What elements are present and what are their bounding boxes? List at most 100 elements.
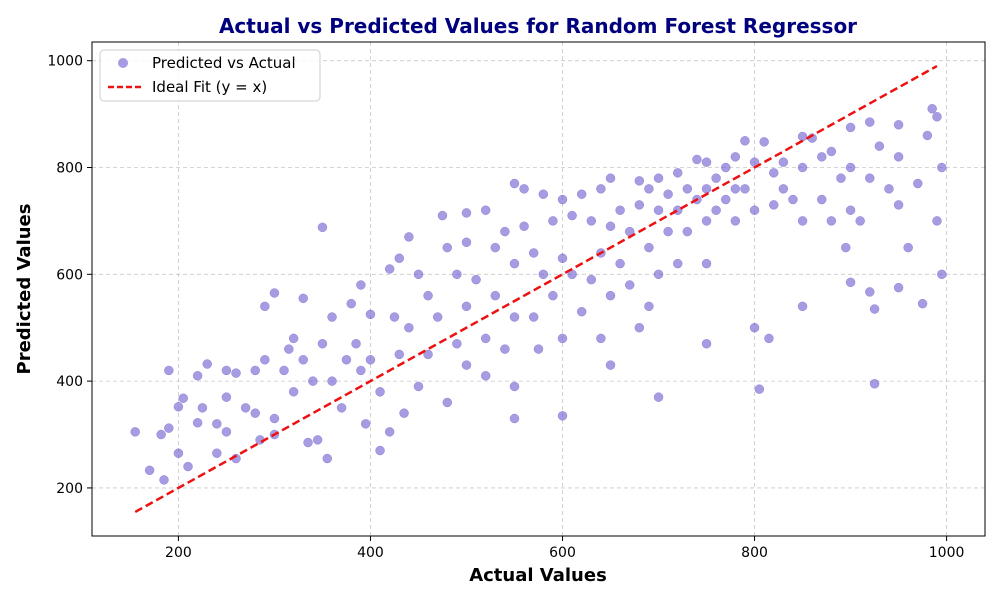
scatter-point <box>653 269 664 280</box>
scatter-point <box>701 338 712 349</box>
scatter-point <box>893 152 904 162</box>
x-tick-label: 600 <box>549 545 576 561</box>
scatter-point <box>221 427 232 437</box>
scatter-point <box>855 216 865 226</box>
y-tick-label: 200 <box>56 481 83 497</box>
scatter-point <box>730 152 741 162</box>
scatter-point <box>413 381 424 392</box>
scatter-point <box>701 216 712 226</box>
scatter-point <box>884 184 894 194</box>
scatter-point <box>586 274 597 285</box>
scatter-point <box>720 162 731 173</box>
scatter-point <box>365 309 376 320</box>
scatter-point <box>764 333 774 344</box>
scatter-point <box>480 333 491 344</box>
scatter-point <box>509 258 520 269</box>
y-tick-label: 800 <box>56 161 83 177</box>
scatter-point <box>932 216 942 226</box>
scatter-point <box>356 365 366 376</box>
scatter-point <box>653 392 664 402</box>
scatter-point <box>471 274 481 285</box>
scatter-point <box>519 221 529 231</box>
scatter-point <box>586 216 597 226</box>
scatter-point <box>461 208 472 218</box>
legend-label-ideal: Ideal Fit (y = x) <box>152 78 267 96</box>
x-axis-title: Actual Values <box>469 565 607 586</box>
scatter-point <box>164 365 174 376</box>
y-axis-title: Predicted Values <box>14 204 35 375</box>
scatter-point <box>351 338 361 349</box>
scatter-point <box>461 301 472 312</box>
scatter-point <box>538 189 549 199</box>
scatter-point <box>202 359 212 369</box>
scatter-point <box>240 403 251 413</box>
scatter-point <box>250 408 260 418</box>
scatter-point <box>260 301 270 312</box>
scatter-point <box>173 402 184 412</box>
scatter-point <box>442 242 453 253</box>
scatter-point <box>797 216 808 226</box>
scatter-point <box>653 205 664 215</box>
ideal-fit-line <box>134 64 938 514</box>
scatter-point <box>797 301 808 312</box>
x-tick-label: 1000 <box>929 545 965 561</box>
scatter-point <box>874 141 885 151</box>
scatter-point <box>644 301 654 312</box>
scatter-point <box>730 216 741 226</box>
scatter-point <box>144 465 155 476</box>
scatter-point <box>576 306 587 317</box>
y-axis-ticks: 200 400 600 800 1000 <box>47 54 92 497</box>
scatter-point <box>341 355 352 365</box>
scatter-point <box>567 210 577 221</box>
scatter-point <box>509 413 520 424</box>
scatter-point <box>797 162 808 173</box>
scatter-point <box>845 122 856 133</box>
y-tick-label: 1000 <box>47 54 83 70</box>
scatter-point <box>841 242 851 253</box>
scatter-point <box>682 184 693 194</box>
scatter-point <box>740 184 750 194</box>
scatter-point <box>509 312 520 322</box>
scatter-point <box>769 200 779 210</box>
scatter-point <box>913 178 923 189</box>
scatter-point <box>509 381 520 392</box>
scatter-point <box>442 397 453 408</box>
scatter-point <box>720 194 731 205</box>
scatter-point <box>327 376 337 386</box>
scatter-point <box>865 173 875 183</box>
scatter-point <box>423 290 433 301</box>
scatter-point <box>308 376 318 386</box>
scatter-point <box>221 365 232 376</box>
scatter-point <box>634 200 645 210</box>
scatter-point <box>769 168 779 178</box>
scatter-point <box>711 173 721 183</box>
scatter-point <box>260 355 270 365</box>
scatter-point <box>197 403 208 413</box>
scatter-point <box>927 104 937 114</box>
scatter-point <box>298 293 308 304</box>
scatter-point <box>250 365 260 376</box>
scatter-point <box>754 384 765 394</box>
scatter-point <box>528 312 539 322</box>
x-tick-label: 800 <box>741 545 768 561</box>
scatter-point <box>317 222 328 233</box>
scatter-point <box>836 173 846 183</box>
scatter-point <box>663 226 673 237</box>
scatter-point <box>269 288 280 298</box>
scatter-point <box>317 338 328 349</box>
scatter-point <box>893 200 904 210</box>
scatter-point <box>605 360 616 370</box>
scatter-point <box>826 216 837 226</box>
scatter-point <box>480 205 491 215</box>
scatter-point <box>749 322 760 333</box>
scatter-point <box>360 419 371 429</box>
scatter-point <box>893 120 904 130</box>
scatter-point <box>365 355 376 365</box>
scatter-point <box>596 184 606 194</box>
scatter-point <box>605 173 616 183</box>
scatter-point <box>288 387 299 397</box>
scatter-point <box>375 387 385 397</box>
scatter-point <box>692 154 702 165</box>
scatter-point <box>298 355 308 365</box>
